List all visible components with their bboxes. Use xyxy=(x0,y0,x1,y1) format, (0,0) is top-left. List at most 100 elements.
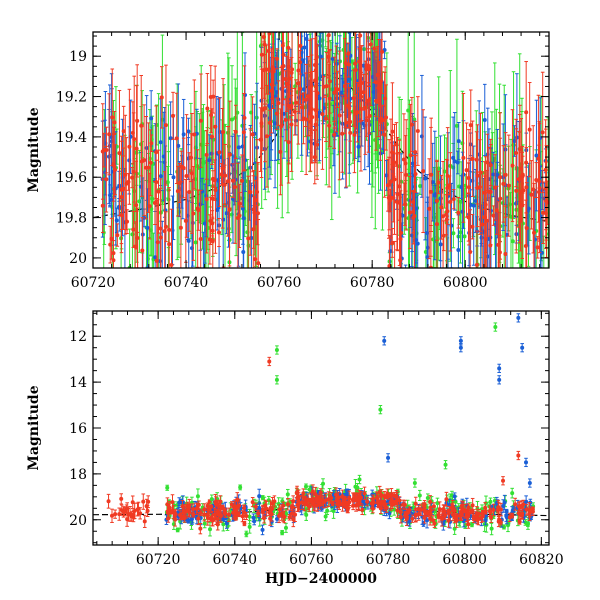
data-point-green xyxy=(303,484,308,489)
data-point-red xyxy=(264,134,269,139)
data-point-red xyxy=(135,235,140,240)
data-point-green xyxy=(247,524,252,529)
data-point-red xyxy=(221,130,226,135)
data-point-green xyxy=(458,230,463,235)
data-point-blue xyxy=(514,135,519,140)
data-point-red xyxy=(134,146,139,151)
data-point-red xyxy=(253,257,258,262)
data-point-blue xyxy=(138,184,143,189)
data-point-red xyxy=(156,189,161,194)
data-point-blue xyxy=(140,232,145,237)
data-point-red xyxy=(468,123,473,128)
data-point-red xyxy=(312,155,317,160)
data-point-blue xyxy=(267,103,272,108)
data-point-red xyxy=(125,517,130,522)
data-point-red xyxy=(474,157,479,162)
data-point-red xyxy=(315,91,320,96)
data-point-red xyxy=(253,198,258,203)
data-point-red xyxy=(335,87,340,92)
data-point-red xyxy=(179,164,184,169)
data-point-red xyxy=(146,499,151,504)
data-point-red xyxy=(324,84,329,89)
data-point-red xyxy=(308,119,313,124)
data-point-red xyxy=(294,100,299,105)
data-point-red xyxy=(374,99,379,104)
data-point-red xyxy=(535,245,540,250)
data-point-red xyxy=(123,172,128,177)
data-point-red xyxy=(403,161,408,166)
data-point-red xyxy=(280,43,285,48)
data-point-red xyxy=(278,149,283,154)
data-point-red xyxy=(230,178,235,183)
data-point-red xyxy=(532,230,537,235)
data-point-red xyxy=(197,304,201,308)
data-point-red xyxy=(523,243,528,248)
data-point-red xyxy=(142,158,147,163)
bottom-panel-full-plot: 60720 60740 60760 60780 60800 608201214161820… xyxy=(26,310,564,587)
data-point-red xyxy=(159,95,164,100)
data-point-blue xyxy=(236,145,241,150)
data-point-red xyxy=(468,249,473,254)
data-point-red xyxy=(392,177,397,182)
x-tick-label: 60760 xyxy=(257,275,302,291)
data-point-red xyxy=(470,224,475,229)
data-point-blue xyxy=(317,96,322,101)
data-point-red xyxy=(434,222,439,227)
data-point-red xyxy=(125,219,130,224)
data-point-red xyxy=(353,61,358,66)
data-point-red xyxy=(283,77,288,82)
data-point-red xyxy=(289,122,294,127)
data-point-blue xyxy=(459,185,464,190)
data-point-blue xyxy=(423,176,428,181)
data-point-red xyxy=(242,115,247,120)
data-point-red xyxy=(135,118,140,123)
data-point-red xyxy=(409,122,414,127)
top-panel-zoom-plot: 60720 60740 60760 60780 60800 19 19.2 19.4 19.6 1… xyxy=(26,31,550,308)
data-point-red xyxy=(531,187,536,192)
data-point-red xyxy=(520,203,525,208)
data-point-green xyxy=(228,507,233,512)
data-point-red xyxy=(445,186,450,191)
data-point-green xyxy=(244,531,249,536)
data-point-red xyxy=(357,83,362,88)
data-point-red xyxy=(241,130,246,135)
data-point-red xyxy=(536,156,541,161)
data-point-red xyxy=(448,199,453,204)
data-point-red xyxy=(239,178,244,183)
x-tick-label: 60800 xyxy=(443,275,488,291)
data-point-blue xyxy=(274,517,279,522)
data-point-red xyxy=(274,111,279,116)
data-point-red xyxy=(464,168,469,173)
data-point-red xyxy=(441,214,446,219)
data-point-blue xyxy=(318,54,323,59)
data-point-red xyxy=(327,79,332,84)
data-point-red xyxy=(204,197,209,202)
data-point-blue xyxy=(145,225,150,230)
data-point-red xyxy=(227,152,232,157)
data-point-red xyxy=(121,129,126,134)
data-point-red xyxy=(109,513,114,518)
data-point-red xyxy=(363,105,368,110)
data-point-red xyxy=(192,132,197,137)
data-point-red xyxy=(205,106,210,111)
data-point-red xyxy=(251,207,256,212)
data-point-red xyxy=(398,258,403,263)
data-point-green xyxy=(229,117,234,122)
data-point-green xyxy=(489,526,494,531)
data-point-red xyxy=(171,113,176,118)
data-point-red xyxy=(320,112,325,117)
top-panel-frame xyxy=(92,31,550,269)
data-point-blue xyxy=(491,172,496,177)
data-point-red xyxy=(496,242,501,247)
data-point-green xyxy=(283,525,288,530)
data-point-red xyxy=(323,116,328,121)
data-point-red xyxy=(259,52,264,57)
data-point-green xyxy=(247,514,252,519)
data-point-red xyxy=(346,103,351,108)
data-point-red xyxy=(343,95,348,100)
data-point-red xyxy=(117,512,122,517)
data-point-blue xyxy=(181,132,186,137)
data-point-red xyxy=(408,153,413,158)
x-tick-label: 60780 xyxy=(350,275,395,291)
data-point-green xyxy=(195,494,200,499)
